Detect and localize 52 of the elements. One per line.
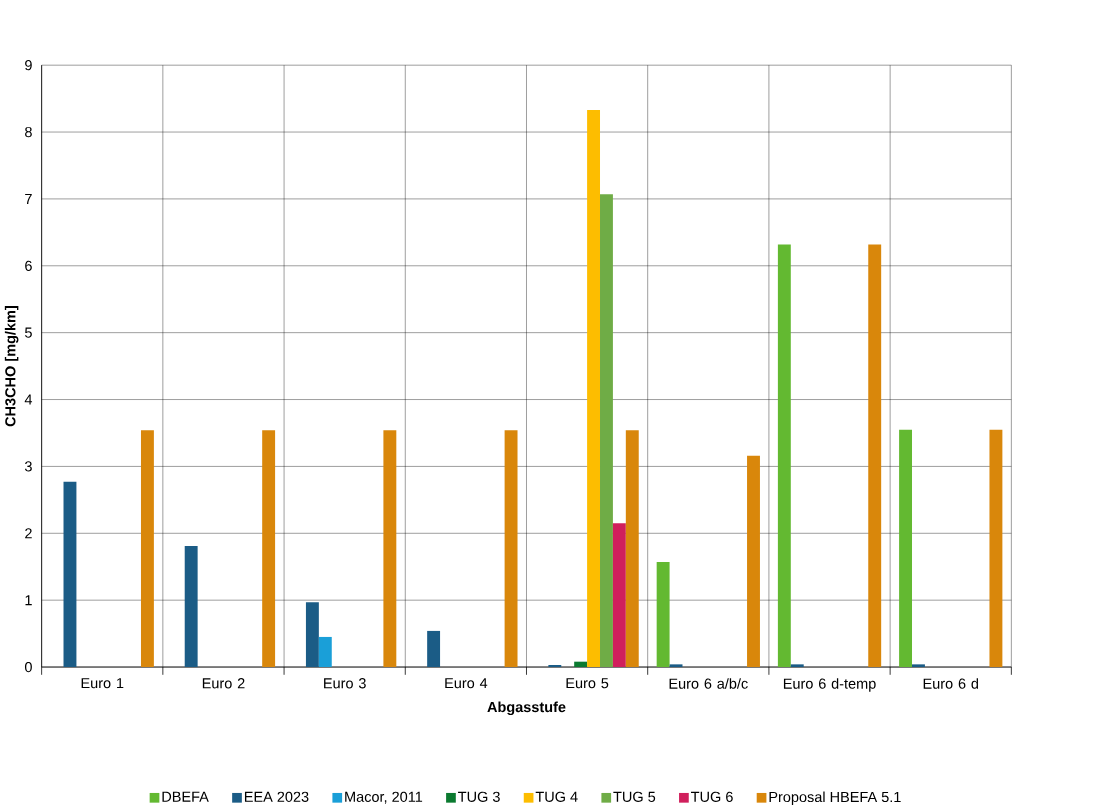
bar xyxy=(140,430,154,668)
y-tick-label: 9 xyxy=(25,60,32,71)
y-axis-title: CH3CHO [mg/km] xyxy=(4,306,19,427)
bar xyxy=(305,602,319,668)
legend-label: TUG 6 xyxy=(691,791,733,802)
bar xyxy=(656,562,670,668)
x-axis-title: Abgasstufe xyxy=(487,701,566,716)
legend-label: TUG 4 xyxy=(535,791,578,802)
bar xyxy=(612,523,626,668)
y-tick-label: 0 xyxy=(24,661,32,673)
bar xyxy=(63,481,77,668)
x-tick-label: Euro 1 xyxy=(81,678,124,689)
y-tick-label: 7 xyxy=(25,193,32,204)
bar xyxy=(625,430,639,668)
legend-label: Macor, 2011 xyxy=(345,791,423,804)
bar xyxy=(777,244,791,668)
legend-label: EEA 2023 xyxy=(244,791,309,802)
x-tick-label: Euro 2 xyxy=(202,678,245,689)
legend-label: TUG 3 xyxy=(458,791,500,802)
bar xyxy=(669,664,683,668)
bar xyxy=(318,636,332,668)
y-tick-label: 2 xyxy=(25,528,32,539)
x-tick-label: Euro 6 d xyxy=(923,678,979,689)
y-tick-label: 6 xyxy=(25,260,32,271)
x-tick-label: Euro 6 a/b/c xyxy=(669,678,748,689)
x-tick-label: Euro 5 xyxy=(566,678,609,689)
legend-label: DBEFA xyxy=(162,791,209,802)
x-tick-label: Euro 6 d-temp xyxy=(783,678,876,692)
x-tick-label: Euro 3 xyxy=(324,678,366,689)
bar xyxy=(427,630,441,668)
bar xyxy=(600,194,613,668)
x-tick-label: Euro 4 xyxy=(445,678,488,689)
legend-label: TUG 5 xyxy=(613,791,656,802)
bar xyxy=(587,109,601,668)
bar xyxy=(383,430,397,668)
bar xyxy=(504,430,518,668)
bar xyxy=(747,455,760,668)
bar xyxy=(989,429,1003,668)
legend-label: Proposal HBEFA 5.1 xyxy=(769,791,901,805)
bar xyxy=(868,244,882,668)
bar xyxy=(262,430,276,668)
y-tick-label: 1 xyxy=(25,595,32,606)
bar xyxy=(184,545,198,668)
bar xyxy=(548,665,562,668)
bar xyxy=(790,664,804,668)
bar xyxy=(899,429,913,668)
bar xyxy=(912,664,925,668)
y-tick-label: 4 xyxy=(24,394,33,405)
bar xyxy=(574,661,588,668)
y-tick-label: 3 xyxy=(24,461,32,472)
y-tick-label: 8 xyxy=(25,126,32,138)
y-tick-label: 5 xyxy=(24,327,32,338)
